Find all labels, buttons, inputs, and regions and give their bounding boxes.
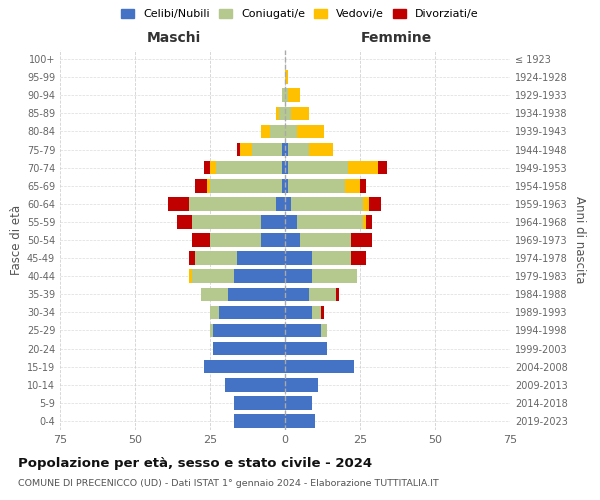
Y-axis label: Anni di nascita: Anni di nascita xyxy=(573,196,586,284)
Bar xyxy=(312,252,351,265)
Bar xyxy=(312,270,357,283)
Bar xyxy=(351,233,372,247)
Bar xyxy=(216,161,282,174)
Bar xyxy=(285,233,300,247)
Legend: Celibi/Nubili, Coniugati/e, Vedovi/e, Divorziati/e: Celibi/Nubili, Coniugati/e, Vedovi/e, Di… xyxy=(118,6,482,22)
Bar xyxy=(168,197,189,210)
Bar xyxy=(312,306,321,319)
Bar xyxy=(261,124,270,138)
Bar xyxy=(237,252,285,265)
Bar xyxy=(285,306,312,319)
Bar xyxy=(207,179,210,192)
Bar xyxy=(285,88,288,102)
Bar xyxy=(285,179,288,192)
Bar xyxy=(291,106,309,120)
Bar xyxy=(285,215,297,228)
Bar xyxy=(285,70,288,84)
Bar xyxy=(189,270,192,283)
Bar xyxy=(282,179,285,192)
Bar xyxy=(204,161,210,174)
Bar xyxy=(336,288,339,301)
Bar xyxy=(297,124,324,138)
Bar xyxy=(351,252,366,265)
Bar xyxy=(201,288,228,301)
Bar xyxy=(192,233,210,247)
Bar xyxy=(369,197,381,210)
Y-axis label: Fasce di età: Fasce di età xyxy=(10,205,23,275)
Bar xyxy=(360,179,366,192)
Bar xyxy=(234,396,285,409)
Bar xyxy=(234,414,285,428)
Bar xyxy=(285,252,312,265)
Bar xyxy=(228,288,285,301)
Bar xyxy=(213,342,285,355)
Bar xyxy=(204,360,285,374)
Bar xyxy=(192,215,261,228)
Bar xyxy=(321,306,324,319)
Bar xyxy=(195,179,207,192)
Bar xyxy=(270,124,285,138)
Bar xyxy=(285,197,291,210)
Bar xyxy=(285,142,288,156)
Bar xyxy=(321,324,327,338)
Bar xyxy=(282,161,285,174)
Bar xyxy=(363,197,369,210)
Bar xyxy=(285,288,309,301)
Text: Maschi: Maschi xyxy=(147,30,201,44)
Bar xyxy=(225,378,285,392)
Bar xyxy=(378,161,387,174)
Bar xyxy=(285,378,318,392)
Bar xyxy=(234,270,285,283)
Bar xyxy=(237,142,240,156)
Bar xyxy=(282,142,285,156)
Bar xyxy=(288,88,300,102)
Bar xyxy=(195,252,237,265)
Bar xyxy=(210,324,213,338)
Bar xyxy=(309,288,336,301)
Bar xyxy=(213,324,285,338)
Text: Popolazione per età, sesso e stato civile - 2024: Popolazione per età, sesso e stato civil… xyxy=(18,458,372,470)
Bar xyxy=(189,197,276,210)
Bar xyxy=(210,179,282,192)
Bar xyxy=(219,306,285,319)
Bar xyxy=(285,124,297,138)
Bar xyxy=(285,414,315,428)
Bar xyxy=(288,142,309,156)
Bar xyxy=(297,215,363,228)
Bar xyxy=(240,142,252,156)
Bar xyxy=(210,161,216,174)
Bar xyxy=(288,179,345,192)
Bar xyxy=(285,270,312,283)
Bar xyxy=(210,233,261,247)
Bar xyxy=(285,324,321,338)
Bar xyxy=(252,142,282,156)
Bar xyxy=(366,215,372,228)
Bar xyxy=(309,142,333,156)
Bar xyxy=(279,106,285,120)
Bar xyxy=(363,215,366,228)
Text: Femmine: Femmine xyxy=(361,30,431,44)
Text: COMUNE DI PRECENICCO (UD) - Dati ISTAT 1° gennaio 2024 - Elaborazione TUTTITALIA: COMUNE DI PRECENICCO (UD) - Dati ISTAT 1… xyxy=(18,479,439,488)
Bar xyxy=(261,215,285,228)
Bar xyxy=(348,161,378,174)
Bar xyxy=(192,270,234,283)
Bar xyxy=(285,396,312,409)
Bar xyxy=(345,179,360,192)
Bar xyxy=(282,88,285,102)
Bar xyxy=(285,342,327,355)
Bar xyxy=(276,197,285,210)
Bar xyxy=(300,233,351,247)
Bar xyxy=(291,197,363,210)
Bar xyxy=(210,306,219,319)
Bar xyxy=(285,106,291,120)
Bar xyxy=(285,360,354,374)
Bar xyxy=(177,215,192,228)
Bar xyxy=(189,252,195,265)
Bar xyxy=(261,233,285,247)
Bar xyxy=(285,161,288,174)
Bar xyxy=(276,106,279,120)
Bar xyxy=(288,161,348,174)
